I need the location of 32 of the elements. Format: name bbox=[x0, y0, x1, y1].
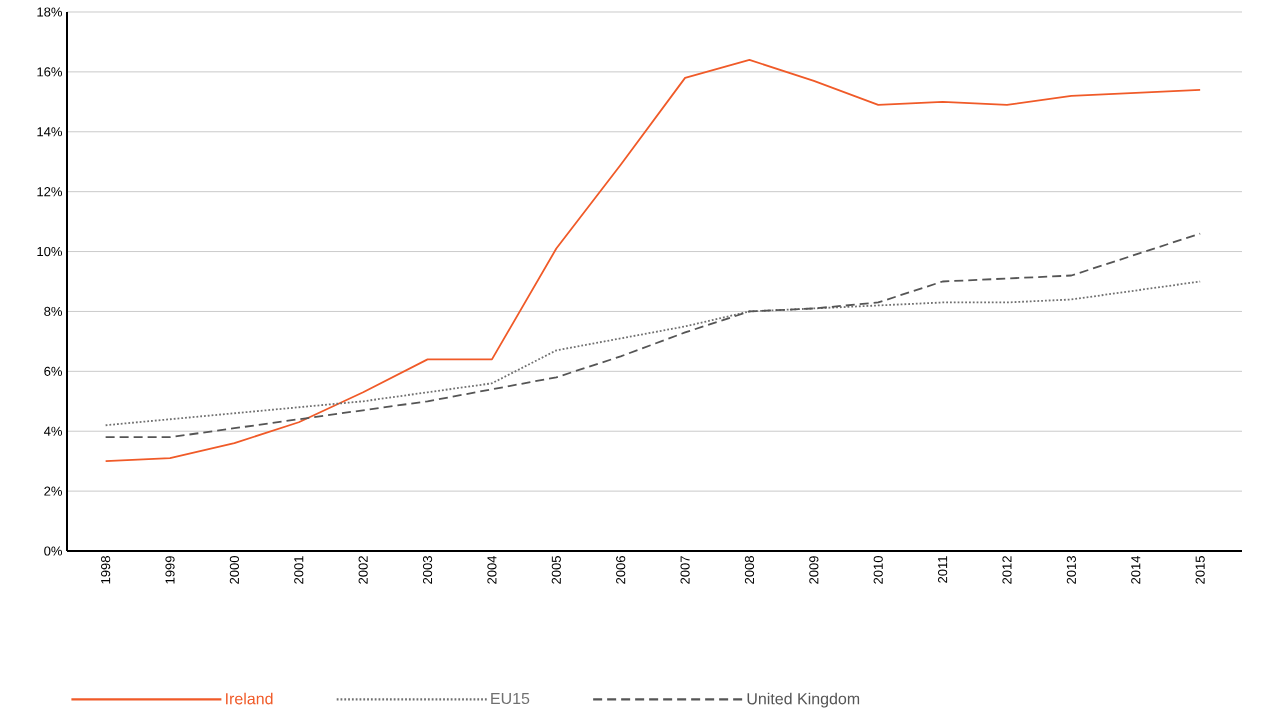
text: EU15 bbox=[491, 692, 530, 705]
y-tick-label: 10% bbox=[37, 246, 63, 257]
x-tick-label: 2007 bbox=[680, 556, 690, 584]
y-tick-label: 0% bbox=[44, 546, 63, 556]
y-tick-label: 2% bbox=[44, 486, 63, 496]
x-tick-label: 2011 bbox=[938, 556, 948, 583]
x-tick-label: 1998 bbox=[101, 556, 111, 584]
y-tick-label: 18% bbox=[37, 7, 63, 17]
x-tick-label: 2002 bbox=[358, 556, 368, 584]
text: United Kingdom bbox=[747, 692, 860, 708]
x-tick-label: 2001 bbox=[294, 556, 304, 584]
x-tick-label: 2014 bbox=[1131, 555, 1141, 584]
line-series bbox=[104, 59, 1202, 463]
x-tick-label: 2010 bbox=[873, 556, 883, 584]
y-tick-label: 16% bbox=[37, 67, 63, 77]
x-tick-label: 2004 bbox=[487, 555, 497, 584]
x-tick-label: 2012 bbox=[1002, 556, 1012, 584]
x-tick-label: 2003 bbox=[422, 556, 433, 584]
x-tick-label: 2006 bbox=[616, 556, 626, 584]
y-tick-label: 14% bbox=[37, 127, 63, 137]
x-tick-label: 2008 bbox=[744, 556, 755, 584]
x-tick-label: 2013 bbox=[1066, 556, 1076, 584]
text: Ireland bbox=[226, 692, 273, 705]
x-tick-label: 2005 bbox=[551, 556, 561, 584]
x-tick-label: 2009 bbox=[809, 556, 819, 584]
y-tick-label: 4% bbox=[43, 426, 63, 436]
y-tick-label: 8% bbox=[44, 306, 63, 317]
x-tick-label: 2015 bbox=[1195, 556, 1205, 584]
y-tick-label: 12% bbox=[37, 187, 63, 197]
x-tick-label: 1999 bbox=[165, 556, 175, 584]
y-tick-label: 6% bbox=[44, 366, 63, 376]
x-tick-label: 2000 bbox=[229, 556, 239, 584]
